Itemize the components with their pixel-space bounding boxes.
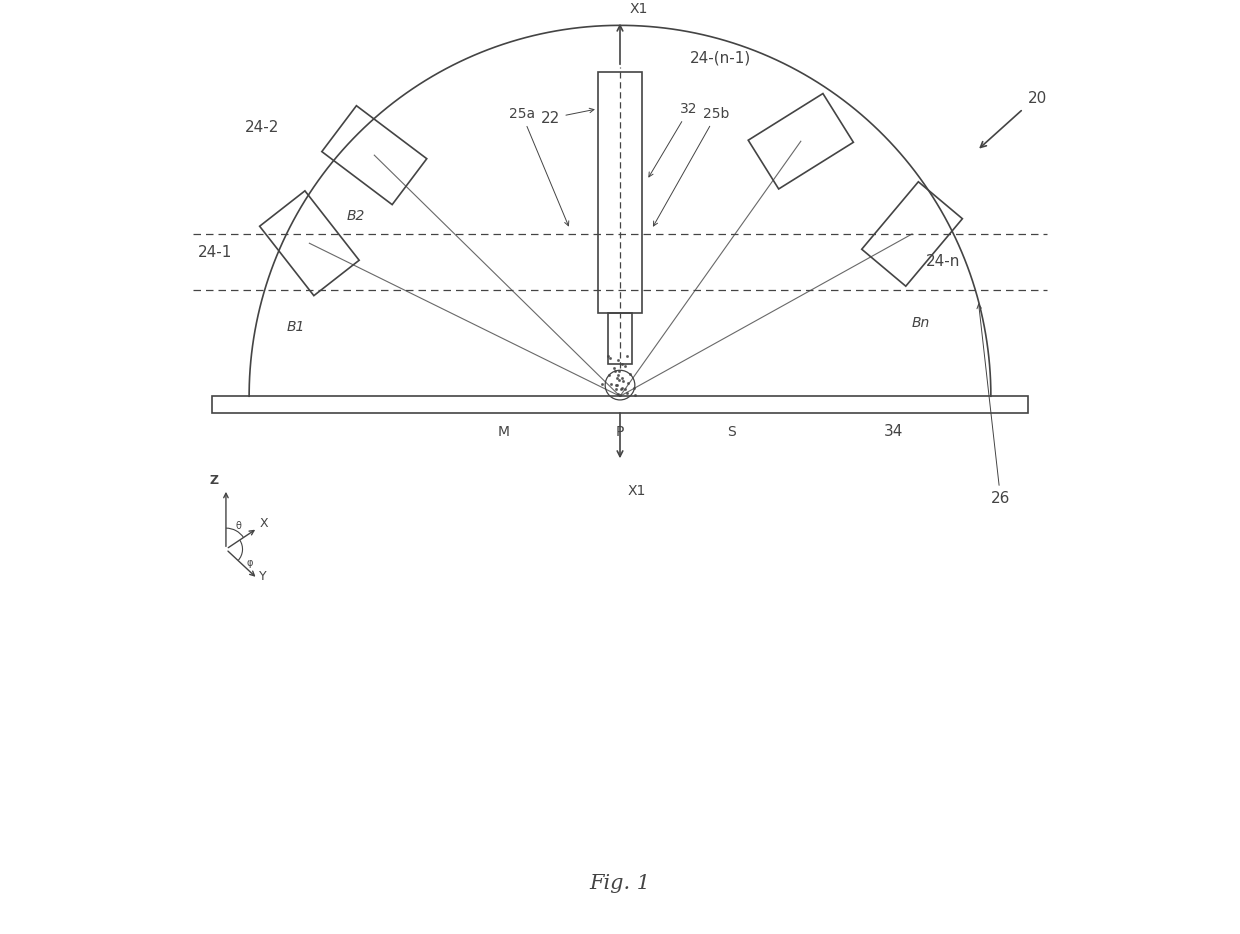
Text: 24-(n-1): 24-(n-1)	[689, 50, 750, 65]
Text: X1: X1	[627, 485, 646, 499]
Text: Z: Z	[210, 474, 218, 488]
Text: 34: 34	[884, 424, 903, 439]
Text: θ: θ	[236, 521, 241, 531]
Text: 32: 32	[649, 103, 698, 177]
Text: Fig. 1: Fig. 1	[589, 873, 651, 893]
Text: 25a: 25a	[508, 107, 569, 226]
Text: Bn: Bn	[913, 316, 930, 330]
Text: M: M	[498, 425, 510, 439]
Text: 22: 22	[541, 108, 594, 126]
Text: X: X	[259, 517, 268, 531]
Text: φ: φ	[247, 558, 253, 568]
Text: 24-n: 24-n	[926, 254, 960, 269]
Text: 20: 20	[1028, 91, 1048, 106]
Text: B1: B1	[286, 320, 305, 334]
Text: 25b: 25b	[653, 107, 730, 226]
Text: 24-2: 24-2	[244, 120, 279, 135]
Text: P: P	[616, 425, 624, 439]
Text: X1: X1	[629, 2, 647, 16]
Text: S: S	[727, 425, 735, 439]
Text: 26: 26	[977, 304, 1011, 506]
Text: Y: Y	[259, 571, 267, 584]
Text: 24-1: 24-1	[198, 245, 233, 261]
Text: B2: B2	[346, 209, 365, 223]
